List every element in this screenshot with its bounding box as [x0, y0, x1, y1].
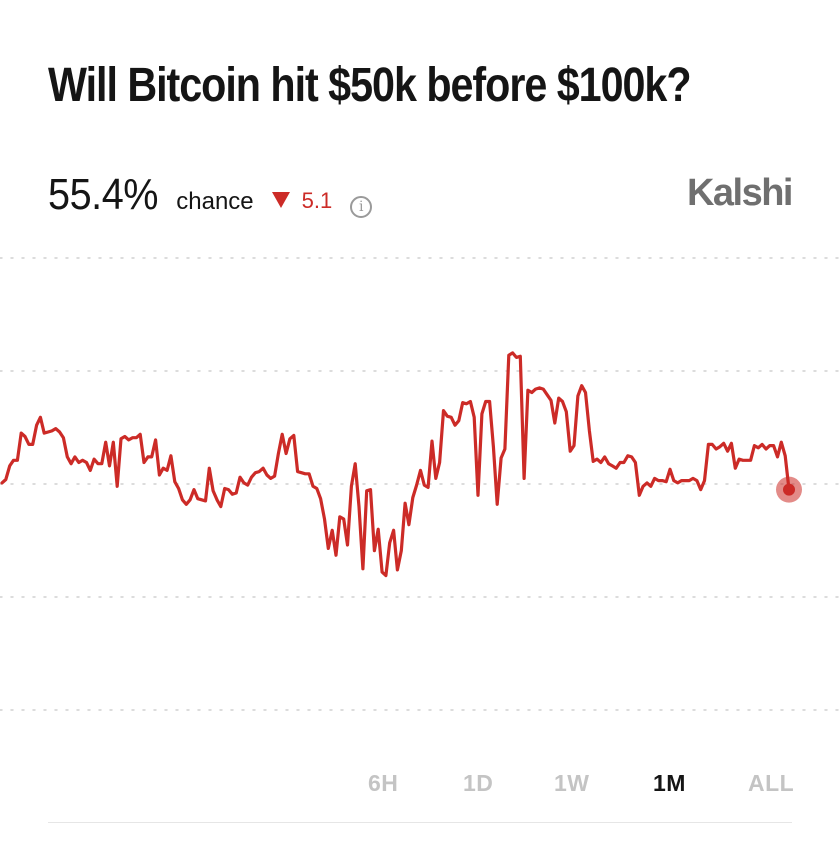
current-value-dot [783, 483, 795, 496]
probability-summary: 55.4% chance 5.1 i [48, 170, 373, 226]
down-triangle-icon [271, 192, 290, 208]
chart-gridlines [0, 257, 840, 711]
probability-chart [0, 257, 840, 711]
range-tab-1m[interactable]: 1M [653, 770, 686, 796]
probability-line [0, 351, 791, 578]
divider [48, 822, 792, 823]
brand-logo: Kalshi [686, 172, 794, 214]
market-title: Will Bitcoin hit $50k before $100k? [48, 59, 692, 112]
probability-value: 55.4% [48, 170, 159, 219]
range-tab-6h[interactable]: 6H [368, 770, 399, 796]
change-value: 5.1 [301, 188, 333, 213]
info-icon[interactable]: i [350, 196, 373, 218]
range-tab-1w[interactable]: 1W [554, 770, 590, 796]
change-indicator: 5.1 [271, 188, 333, 214]
range-tab-all[interactable]: ALL [748, 770, 795, 796]
time-range-selector: 6H 1D 1W 1M ALL [360, 770, 800, 804]
range-tab-1d[interactable]: 1D [463, 770, 494, 796]
chance-label: chance [176, 188, 254, 215]
